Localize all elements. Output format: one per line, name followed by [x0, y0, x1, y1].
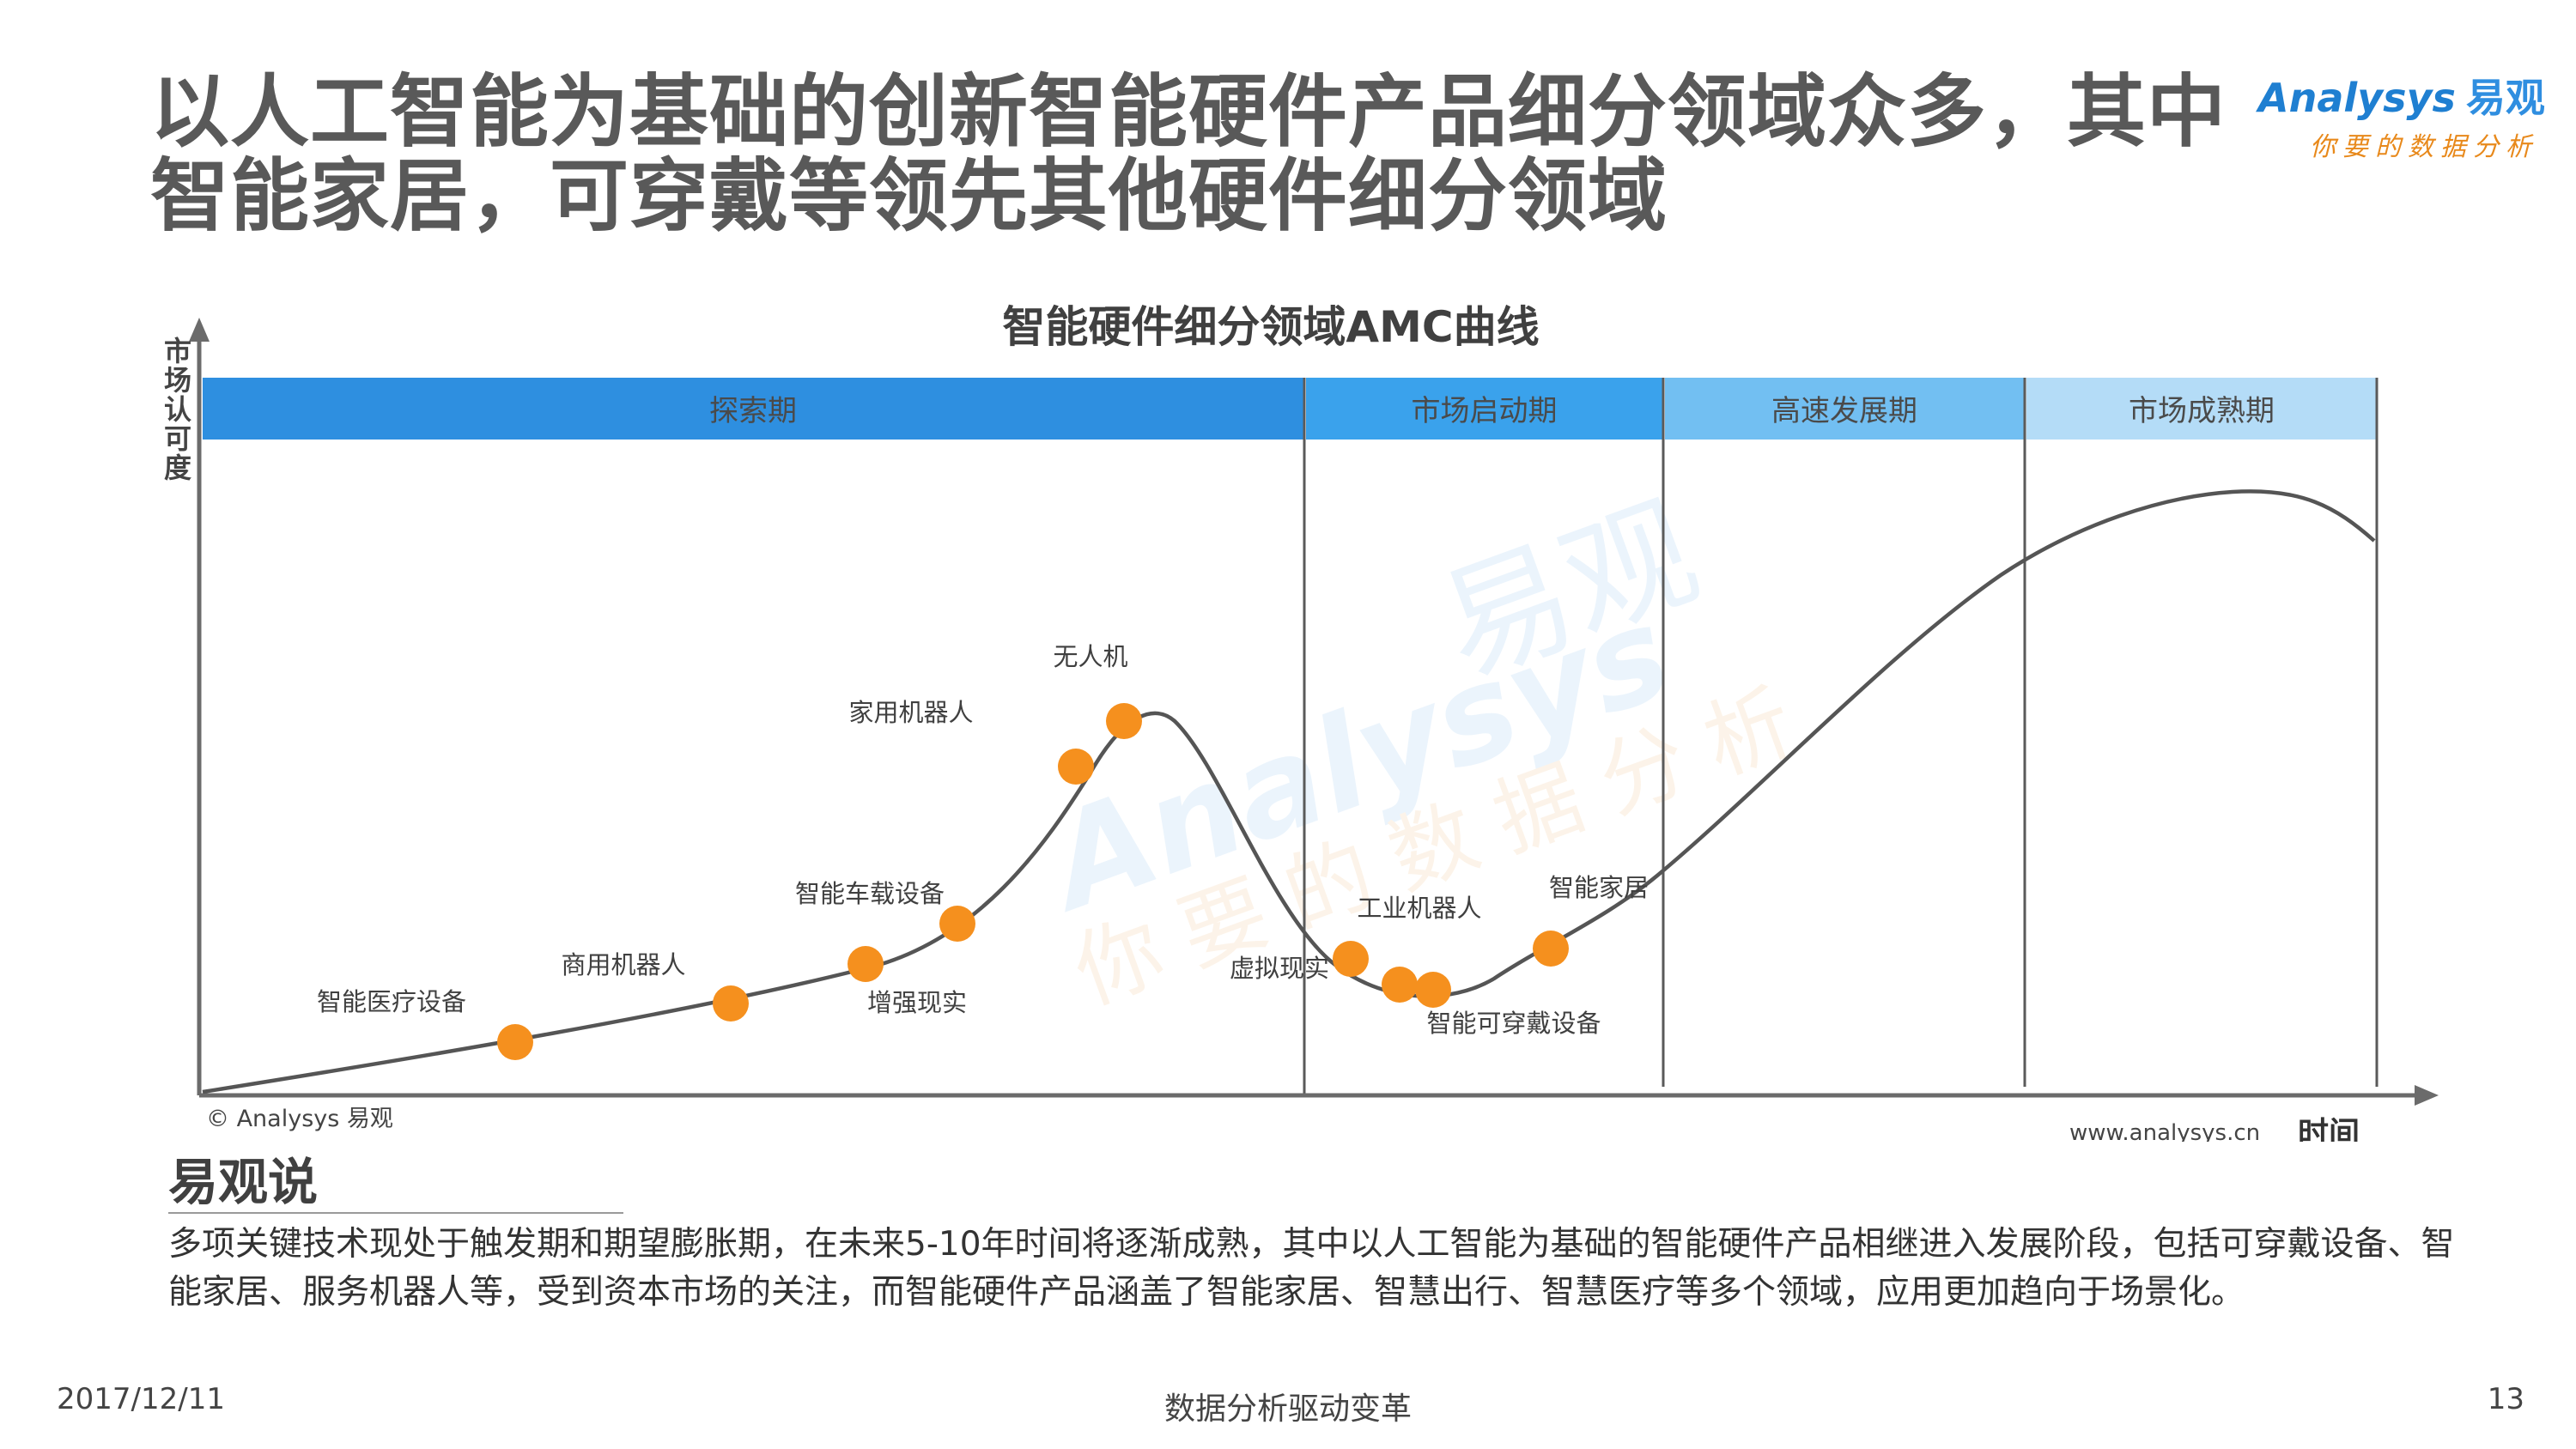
stage-bar-4	[2026, 378, 2377, 440]
x-axis-arrow	[2415, 1085, 2439, 1106]
y-axis-label-char: 市	[164, 335, 191, 367]
marker-家用机器人	[1058, 749, 1094, 785]
label-智能医疗设备: 智能医疗设备	[317, 987, 466, 1016]
page-title-line-2: 智能家居，可穿戴等领先其他硬件细分领域	[150, 150, 1668, 242]
marker-智能医疗设备	[497, 1024, 533, 1060]
marker-智能家居	[1533, 931, 1569, 967]
stage-label-4: 市场成熟期	[2129, 394, 2275, 428]
stage-bar-3	[1665, 378, 2024, 440]
chart-copyright: © Analysys 易观	[206, 1106, 393, 1132]
label-智能可穿戴设备: 智能可穿戴设备	[1426, 1009, 1601, 1038]
marker-智能可穿戴设备	[1382, 967, 1418, 1003]
logo-en: Analysys	[2258, 75, 2456, 121]
logo-cn: 易观	[2465, 75, 2545, 121]
analysys-logo: Analysys 易观 你要的数据分析	[2258, 67, 2545, 162]
marker-无人机	[1106, 703, 1142, 739]
label-家用机器人: 家用机器人	[848, 698, 973, 727]
stage-bar-2	[1306, 378, 1662, 440]
y-axis-label-char: 可	[164, 422, 191, 455]
label-智能家居: 智能家居	[1549, 873, 1649, 902]
stage-label-3: 高速发展期	[1771, 394, 1917, 428]
label-增强现实: 增强现实	[867, 988, 967, 1017]
label-工业机器人: 工业机器人	[1357, 894, 1481, 923]
marker-增强现实	[848, 946, 884, 982]
section-title: 易观说	[168, 1153, 319, 1211]
y-axis-label-char: 度	[164, 452, 191, 484]
footer-slogan: 数据分析驱动变革	[1163, 1391, 1412, 1427]
data-markers	[497, 703, 1569, 1060]
y-axis-arrow	[189, 318, 210, 342]
axes	[189, 318, 2439, 1106]
marker-虚拟现实	[1333, 941, 1369, 977]
stage-bar-1	[203, 378, 1303, 440]
marker-工业机器人	[1415, 972, 1451, 1008]
y-axis-label-char: 场	[164, 364, 191, 397]
label-虚拟现实: 虚拟现实	[1230, 954, 1329, 983]
stage-label-1: 探索期	[709, 394, 797, 428]
page-number: 13	[2487, 1382, 2524, 1416]
section-text: 多项关键技术现处于触发期和期望膨胀期，在未来5-10年时间将逐渐成熟，其中以人工…	[168, 1225, 2455, 1312]
stage-label-2: 市场启动期	[1412, 394, 1558, 428]
page-title-line-1: 以人工智能为基础的创新智能硬件产品细分领域众多，其中	[150, 66, 2227, 158]
label-无人机: 无人机	[1053, 642, 1127, 671]
amc-chart: 智能硬件细分领域AMC曲线 Analysys 易观 你要的数据分析 探索期 市场启…	[164, 302, 2439, 1142]
page-title: 以人工智能为基础的创新智能硬件产品细分领域众多，其中 智能家居，可穿戴等领先其他…	[150, 66, 2227, 242]
x-axis-label: 时间	[2298, 1116, 2360, 1142]
chart-website: www.analysys.cn	[2069, 1120, 2260, 1142]
logo-slogan: 你要的数据分析	[2310, 132, 2538, 162]
marker-智能车载设备	[939, 906, 975, 942]
stage-bars: 探索期 市场启动期 高速发展期 市场成熟期	[203, 378, 2377, 440]
marker-商用机器人	[713, 985, 749, 1022]
label-智能车载设备: 智能车载设备	[795, 879, 945, 908]
watermark: Analysys 易观 你要的数据分析	[1024, 476, 1831, 1023]
section-divider	[168, 1212, 623, 1214]
footer-date: 2017/12/11	[57, 1382, 225, 1416]
chart-title: 智能硬件细分领域AMC曲线	[1002, 302, 1539, 352]
stage-dividers	[1303, 378, 2379, 1095]
label-商用机器人: 商用机器人	[561, 950, 685, 979]
logo-text: Analysys 易观	[2258, 67, 2545, 124]
y-axis-label-char: 认	[164, 393, 191, 426]
